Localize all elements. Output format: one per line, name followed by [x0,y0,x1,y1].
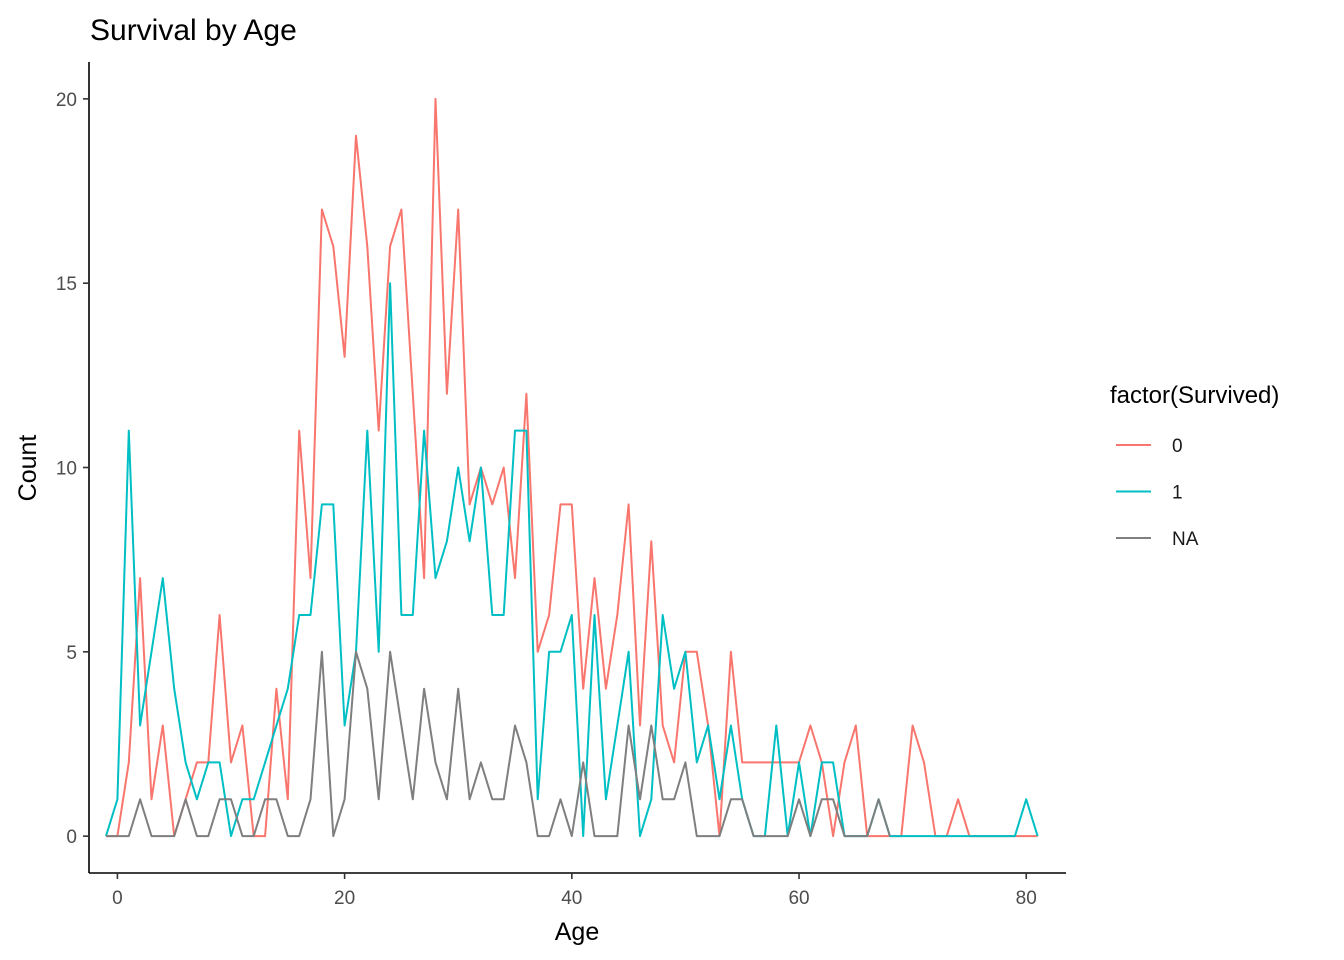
x-tick-label: 0 [112,888,123,909]
x-tick-label: 60 [788,888,809,909]
series-line-0 [106,97,1038,838]
series-line-na [106,650,891,838]
x-tick-label: 40 [561,888,582,909]
x-axis-ticks: 0 20 40 60 80 [112,873,1037,909]
legend-label: NA [1172,529,1199,550]
legend: factor(Survived) 0 1 NA [1110,382,1279,550]
legend-items: 0 1 NA [1116,436,1199,550]
series-layer [105,97,1039,838]
y-axis-title: Count [14,435,42,502]
y-tick-label: 15 [56,274,77,295]
x-tick-label: 20 [334,888,355,909]
legend-item-1: 1 [1116,483,1183,504]
y-tick-label: 20 [56,90,77,111]
chart-title: Survival by Age [90,14,297,47]
legend-item-0: 0 [1116,436,1183,457]
legend-item-na: NA [1116,529,1199,550]
x-axis-title: Age [555,918,599,946]
legend-title: factor(Survived) [1110,382,1279,409]
y-tick-label: 0 [66,827,77,848]
x-tick-label: 80 [1016,888,1037,909]
y-tick-label: 5 [66,643,77,664]
legend-label: 1 [1172,483,1183,504]
legend-label: 0 [1172,436,1183,457]
y-tick-label: 10 [56,459,77,480]
y-axis-ticks: 0 5 10 15 20 [56,90,89,848]
